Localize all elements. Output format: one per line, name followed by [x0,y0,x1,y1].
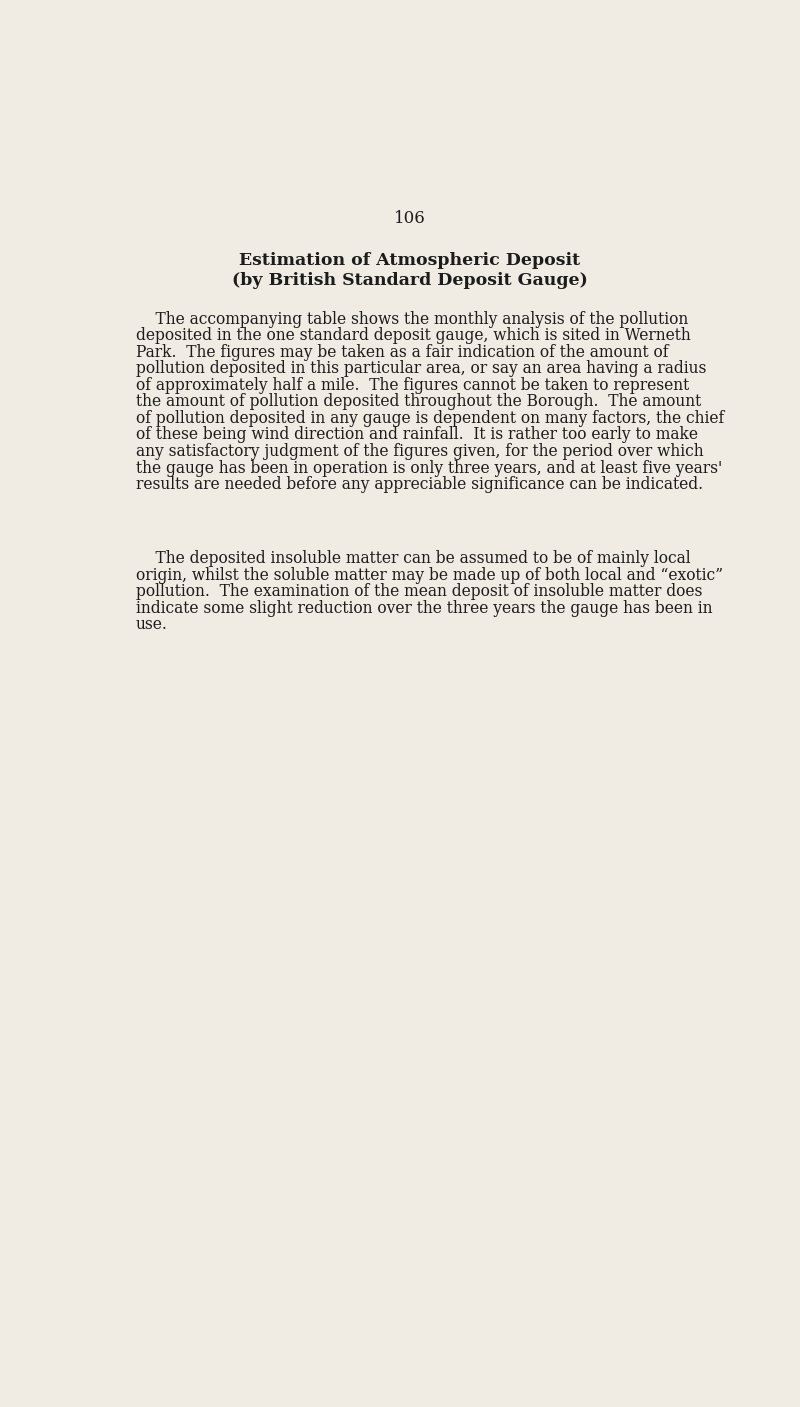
Text: 106: 106 [394,210,426,227]
Text: origin, whilst the soluble matter may be made up of both local and “exotic”: origin, whilst the soluble matter may be… [136,567,723,584]
Text: the gauge has been in operation is only three years, and at least five years': the gauge has been in operation is only … [136,460,722,477]
Text: of pollution deposited in any gauge is dependent on many factors, the chief: of pollution deposited in any gauge is d… [136,409,724,426]
Text: any satisfactory judgment of the figures given, for the period over which: any satisfactory judgment of the figures… [136,443,703,460]
Text: pollution deposited in this particular area, or say an area having a radius: pollution deposited in this particular a… [136,360,706,377]
Text: (by British Standard Deposit Gauge): (by British Standard Deposit Gauge) [232,272,588,288]
Text: the amount of pollution deposited throughout the Borough.  The amount: the amount of pollution deposited throug… [136,394,702,411]
Text: of these being wind direction and rainfall.  It is rather too early to make: of these being wind direction and rainfa… [136,426,698,443]
Text: of approximately half a mile.  The figures cannot be taken to represent: of approximately half a mile. The figure… [136,377,690,394]
Text: The deposited insoluble matter can be assumed to be of mainly local: The deposited insoluble matter can be as… [136,550,690,567]
Text: deposited in the one standard deposit gauge, which is sited in Werneth: deposited in the one standard deposit ga… [136,328,690,345]
Text: Park.  The figures may be taken as a fair indication of the amount of: Park. The figures may be taken as a fair… [136,343,669,360]
Text: indicate some slight reduction over the three years the gauge has been in: indicate some slight reduction over the … [136,599,713,616]
Text: The accompanying table shows the monthly analysis of the pollution: The accompanying table shows the monthly… [136,311,688,328]
Text: use.: use. [136,616,168,633]
Text: results are needed before any appreciable significance can be indicated.: results are needed before any appreciabl… [136,476,703,492]
Text: Estimation of Atmospheric Deposit: Estimation of Atmospheric Deposit [239,252,581,269]
Text: pollution.  The examination of the mean deposit of insoluble matter does: pollution. The examination of the mean d… [136,584,702,601]
